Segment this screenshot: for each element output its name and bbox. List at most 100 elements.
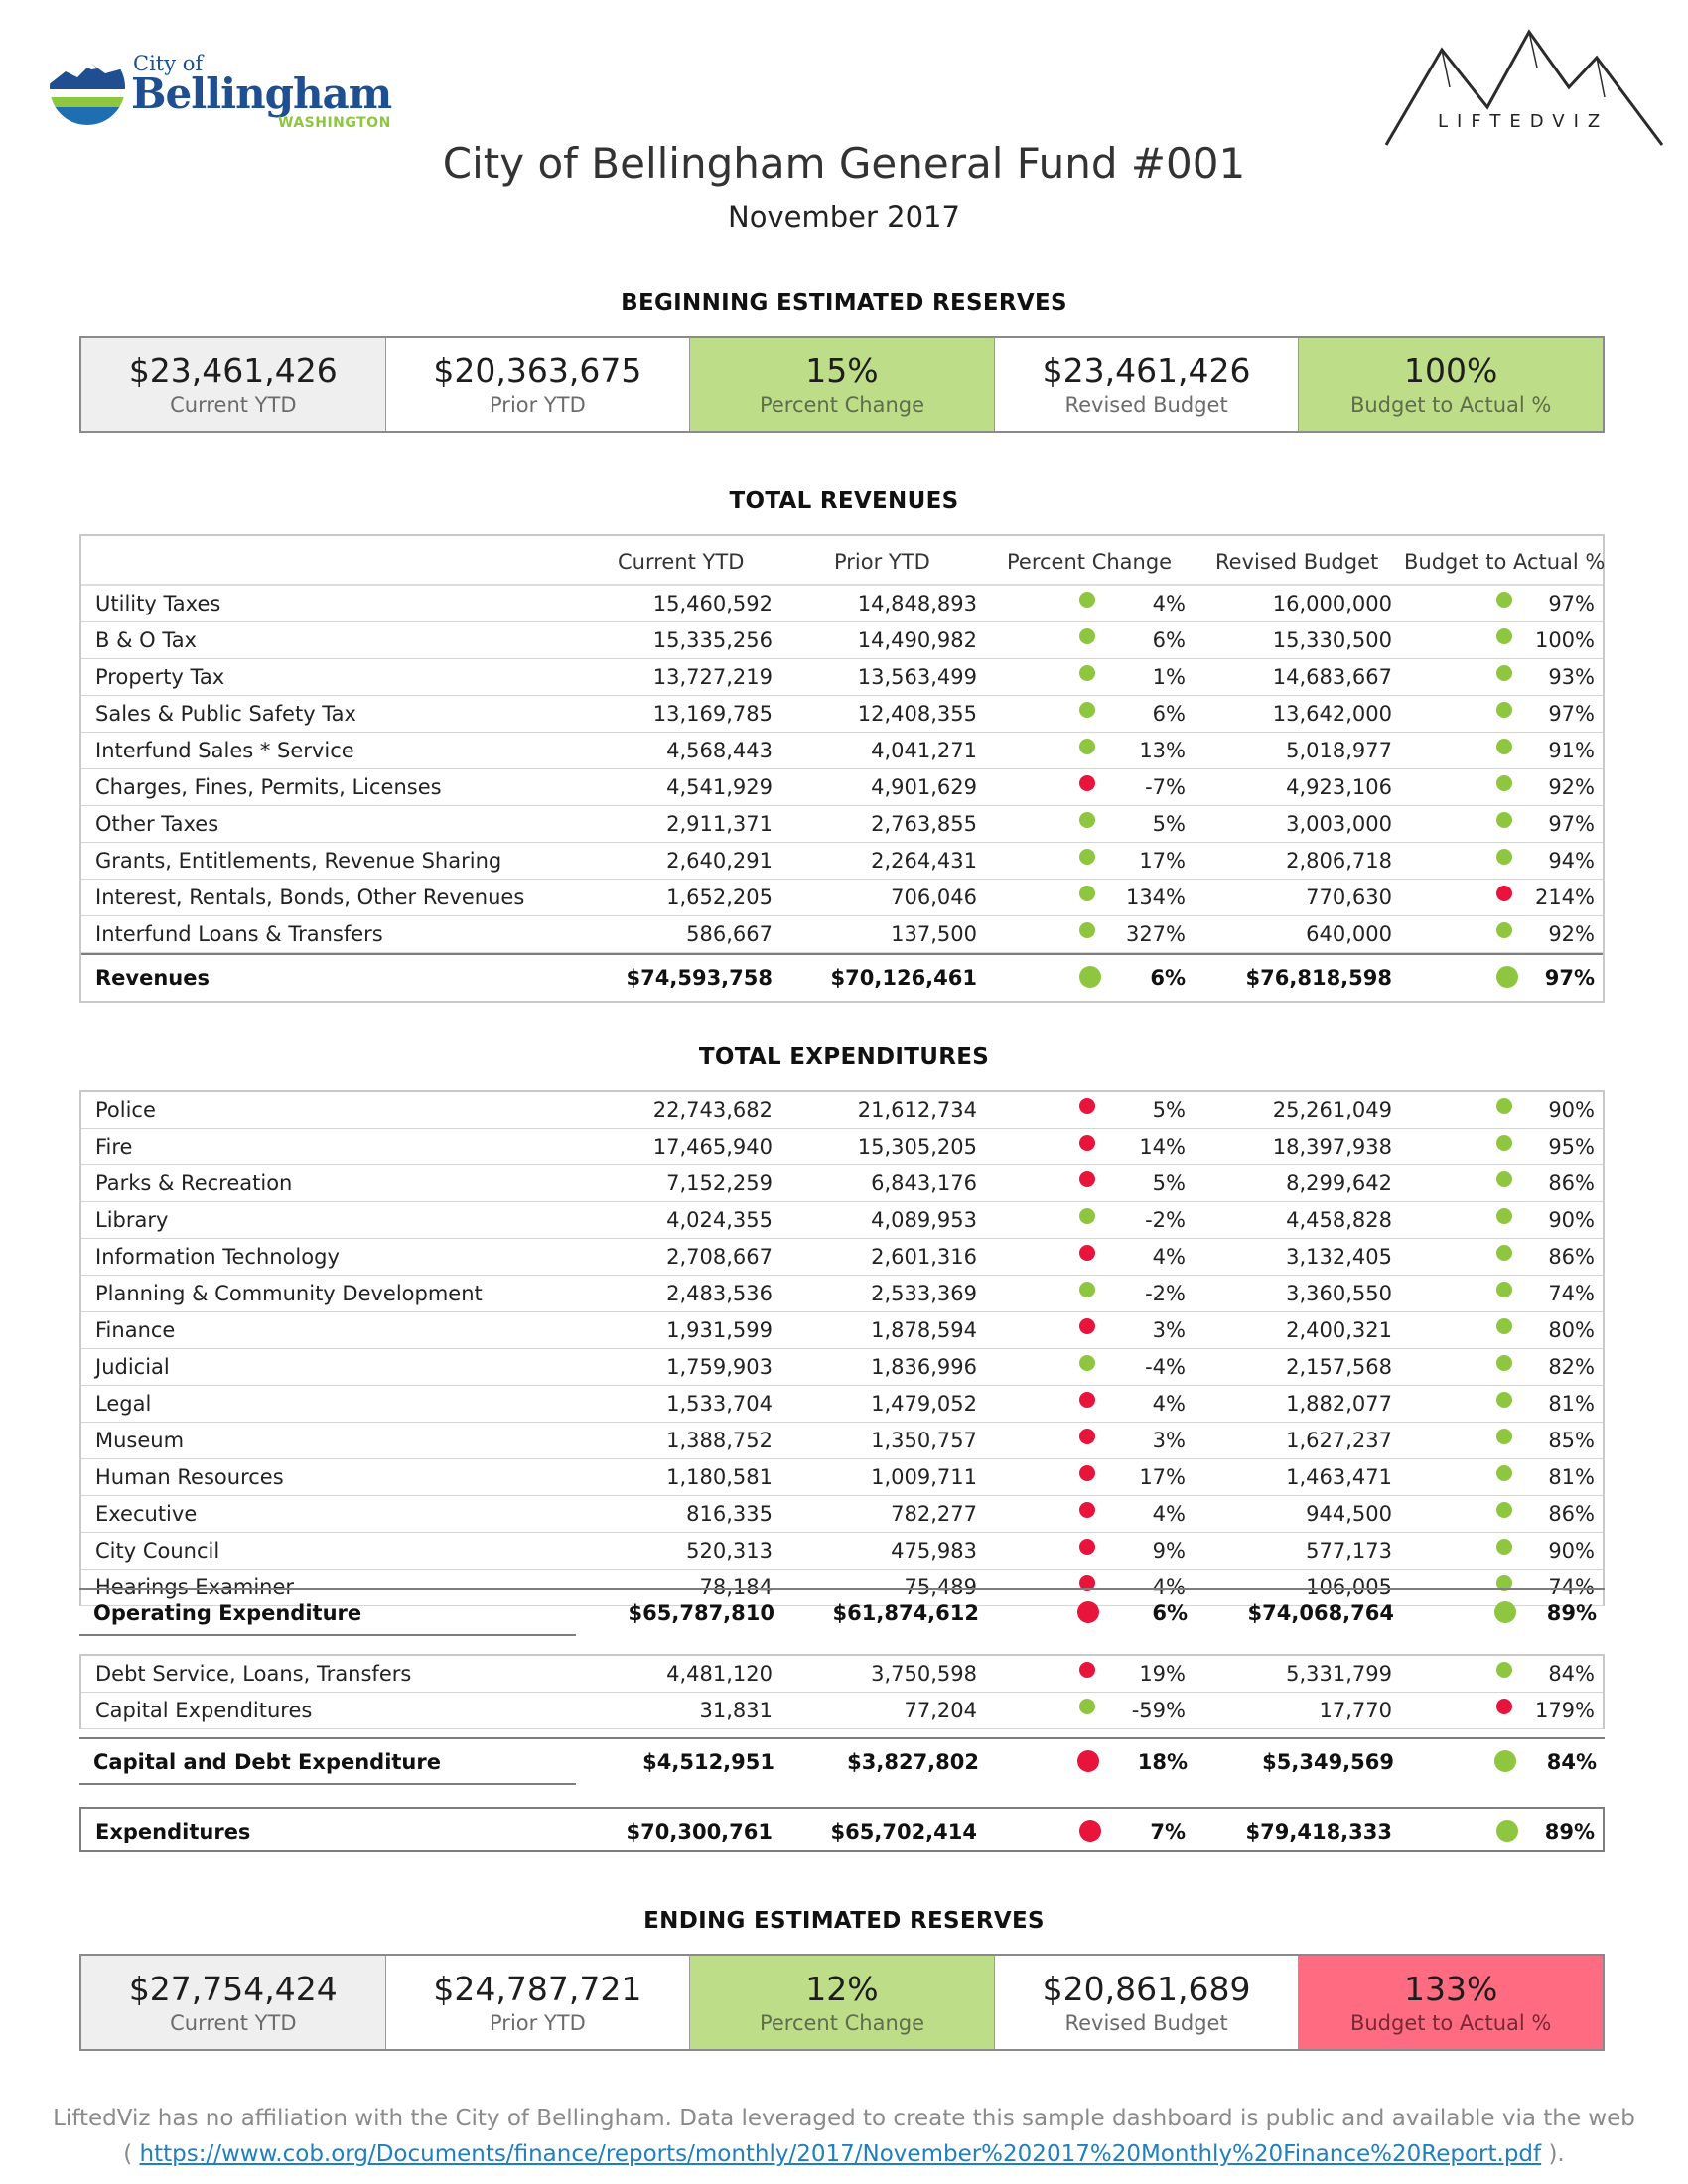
percent-change-value: -7% — [1145, 775, 1186, 799]
percent-change-value: 5% — [1152, 1098, 1186, 1122]
table-row: Human Resources 1,180,581 1,009,711 17% 1,46… — [81, 1459, 1603, 1496]
prior-ytd-value: $3,827,802 — [847, 1750, 979, 1774]
current-ytd-value: $4,512,951 — [642, 1750, 774, 1774]
percent-change-value: 17% — [1139, 849, 1186, 873]
table-row: Library 4,024,355 4,089,953 -2% 4,458,828 90% — [81, 1202, 1603, 1239]
prior-ytd-value: 1,479,052 — [871, 1392, 977, 1416]
liftedviz-logo: LIFTEDVIZ — [1380, 28, 1668, 157]
current-ytd-value: 2,483,536 — [666, 1282, 773, 1305]
budget-to-actual-value: 84% — [1546, 1750, 1597, 1774]
status-dot-green — [1079, 966, 1101, 988]
capital-total-row: Capital and Debt Expenditure $4,512,951 $3… — [79, 1737, 1605, 1785]
status-dot-green — [1496, 1355, 1512, 1371]
operating-rows: Police 22,743,682 21,612,734 5% 25,261,049 90… — [81, 1092, 1603, 1606]
revised-budget-value: 25,261,049 — [1272, 1098, 1392, 1122]
revised-budget-value: 17,770 — [1319, 1699, 1392, 1722]
table-row: Interest, Rentals, Bonds, Other Revenues… — [81, 880, 1603, 916]
percent-change-value: -4% — [1145, 1355, 1186, 1379]
row-label: Museum — [95, 1429, 185, 1452]
expenditures-heading: TOTAL EXPENDITURES — [698, 1044, 990, 1070]
status-dot-red — [1077, 1750, 1099, 1772]
status-dot-red — [1079, 775, 1095, 791]
budget-to-actual-value: 97% — [1548, 702, 1595, 726]
table-row: Charges, Fines, Permits, Licenses 4,541,9… — [81, 769, 1603, 806]
row-label: Finance — [95, 1318, 176, 1342]
row-label: Interfund Sales * Service — [95, 739, 354, 762]
status-dot-red — [1496, 1699, 1512, 1714]
status-dot-green — [1496, 1282, 1512, 1297]
row-label: Charges, Fines, Permits, Licenses — [95, 775, 442, 799]
status-dot-green — [1496, 1539, 1512, 1555]
revenues-table: Current YTD Prior YTD Percent Change Rev… — [79, 534, 1605, 1003]
revised-budget-value: 944,500 — [1306, 1502, 1392, 1526]
kpi-label: Prior YTD — [490, 393, 586, 417]
status-dot-green — [1496, 1135, 1512, 1151]
current-ytd-value: 15,460,592 — [652, 592, 773, 615]
percent-change-value: 4% — [1152, 1502, 1186, 1526]
row-label: Interfund Loans & Transfers — [95, 922, 383, 946]
kpi-value: 12% — [805, 1970, 879, 2008]
expenditures-capital-table: Debt Service, Loans, Transfers 4,481,120 3… — [79, 1654, 1605, 1729]
status-dot-green — [1496, 1465, 1512, 1481]
prior-ytd-value: 1,350,757 — [871, 1429, 977, 1452]
prior-ytd-value: 475,983 — [891, 1539, 977, 1563]
page-title: City of Bellingham General Fund #001 — [442, 139, 1246, 188]
current-ytd-value: 1,388,752 — [666, 1429, 773, 1452]
kpi-prior-ytd: $24,787,721 Prior YTD — [385, 1956, 691, 2049]
status-dot-green — [1496, 1662, 1512, 1678]
status-dot-green — [1079, 922, 1095, 938]
percent-change-value: 6% — [1152, 628, 1186, 652]
status-dot-green — [1496, 665, 1512, 681]
status-dot-green — [1079, 702, 1095, 718]
col-header-current-ytd: Current YTD — [618, 550, 745, 574]
kpi-value: 100% — [1404, 351, 1498, 390]
revised-budget-value: 2,157,568 — [1286, 1355, 1392, 1379]
prior-ytd-value: 782,277 — [891, 1502, 977, 1526]
kpi-label: Percent Change — [759, 2011, 925, 2035]
row-label: Fire — [95, 1135, 133, 1159]
budget-to-actual-value: 95% — [1548, 1135, 1595, 1159]
kpi-value: 15% — [805, 351, 879, 390]
source-link[interactable]: https://www.cob.org/Documents/finance/re… — [139, 2141, 1542, 2167]
status-dot-green — [1079, 628, 1095, 644]
revised-budget-value: 18,397,938 — [1272, 1135, 1392, 1159]
kpi-value: $23,461,426 — [1042, 351, 1251, 390]
revised-budget-value: 3,003,000 — [1286, 812, 1392, 836]
revised-budget-value: $76,818,598 — [1245, 966, 1392, 990]
table-row: Legal 1,533,704 1,479,052 4% 1,882,077 81% — [81, 1386, 1603, 1423]
status-dot-green — [1496, 775, 1512, 791]
prior-ytd-value: $61,874,612 — [832, 1601, 979, 1625]
status-dot-green — [1496, 922, 1512, 938]
kpi-label: Current YTD — [170, 393, 297, 417]
budget-to-actual-value: 85% — [1548, 1429, 1595, 1452]
budget-to-actual-value: 179% — [1534, 1699, 1595, 1722]
kpi-label: Budget to Actual % — [1349, 393, 1552, 417]
current-ytd-value: 1,931,599 — [666, 1318, 773, 1342]
row-label: Parks & Recreation — [95, 1171, 293, 1195]
row-label: Revenues — [95, 966, 210, 990]
city-of-bellingham-logo: City of Bellingham WASHINGTON — [48, 48, 405, 137]
percent-change-value: 6% — [1150, 966, 1186, 990]
revenues-rows: Utility Taxes 15,460,592 14,848,893 4% 16,00… — [81, 586, 1603, 953]
capital-underline — [79, 1783, 576, 1785]
percent-change-value: 6% — [1152, 702, 1186, 726]
table-row: Capital Expenditures 31,831 77,204 -59% 17,7… — [81, 1693, 1603, 1729]
revised-budget-value: 5,018,977 — [1286, 739, 1392, 762]
prior-ytd-value: 2,601,316 — [871, 1245, 977, 1269]
budget-to-actual-value: 97% — [1548, 592, 1595, 615]
revised-budget-value: 3,360,550 — [1286, 1282, 1392, 1305]
kpi-value: $23,461,426 — [128, 351, 338, 390]
table-row: Information Technology 2,708,667 2,601,316… — [81, 1239, 1603, 1276]
logo-bellingham: Bellingham — [131, 69, 392, 118]
status-dot-red — [1079, 1135, 1095, 1151]
revised-budget-value: 2,400,321 — [1286, 1318, 1392, 1342]
current-ytd-value: 4,568,443 — [666, 739, 773, 762]
table-row: Interfund Sales * Service 4,568,443 4,041,… — [81, 733, 1603, 769]
row-label: Grants, Entitlements, Revenue Sharing — [95, 849, 502, 873]
kpi-label: Revised Budget — [1064, 2011, 1228, 2035]
budget-to-actual-value: 89% — [1546, 1601, 1597, 1625]
kpi-label: Budget to Actual % — [1349, 2011, 1552, 2035]
prior-ytd-value: 4,089,953 — [871, 1208, 977, 1232]
percent-change-value: 7% — [1150, 1820, 1186, 1843]
kpi-current-ytd: $23,461,426 Current YTD — [81, 338, 386, 431]
